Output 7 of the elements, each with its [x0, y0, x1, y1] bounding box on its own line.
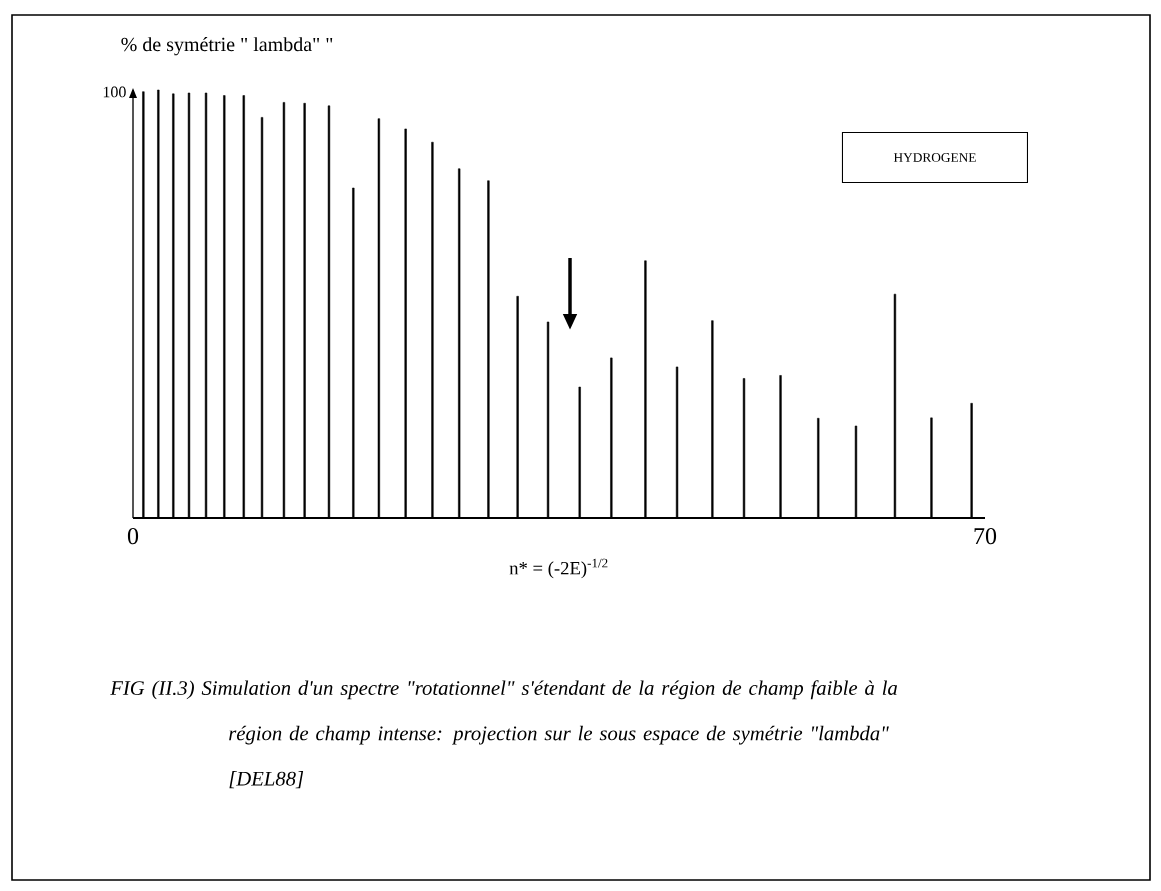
text: FIG (II.3) Simulation d'un spectre "rotationnel" s'étendant de la région de champ faible à la région de champ intense: projection sur le sous espace de symétrie "lambda" [DEL88]	[110, 680, 898, 789]
text: 100	[103, 86, 126, 98]
annotation: HYDROGENE	[893, 153, 976, 162]
x-tick-label: 70	[974, 528, 997, 545]
x-tick-label: 0	[127, 528, 139, 545]
x-axis-title: n* = (-2E)$^{-1/2}$	[509, 558, 608, 579]
y-axis-title: % de symétrie " lambda" "	[121, 37, 333, 56]
